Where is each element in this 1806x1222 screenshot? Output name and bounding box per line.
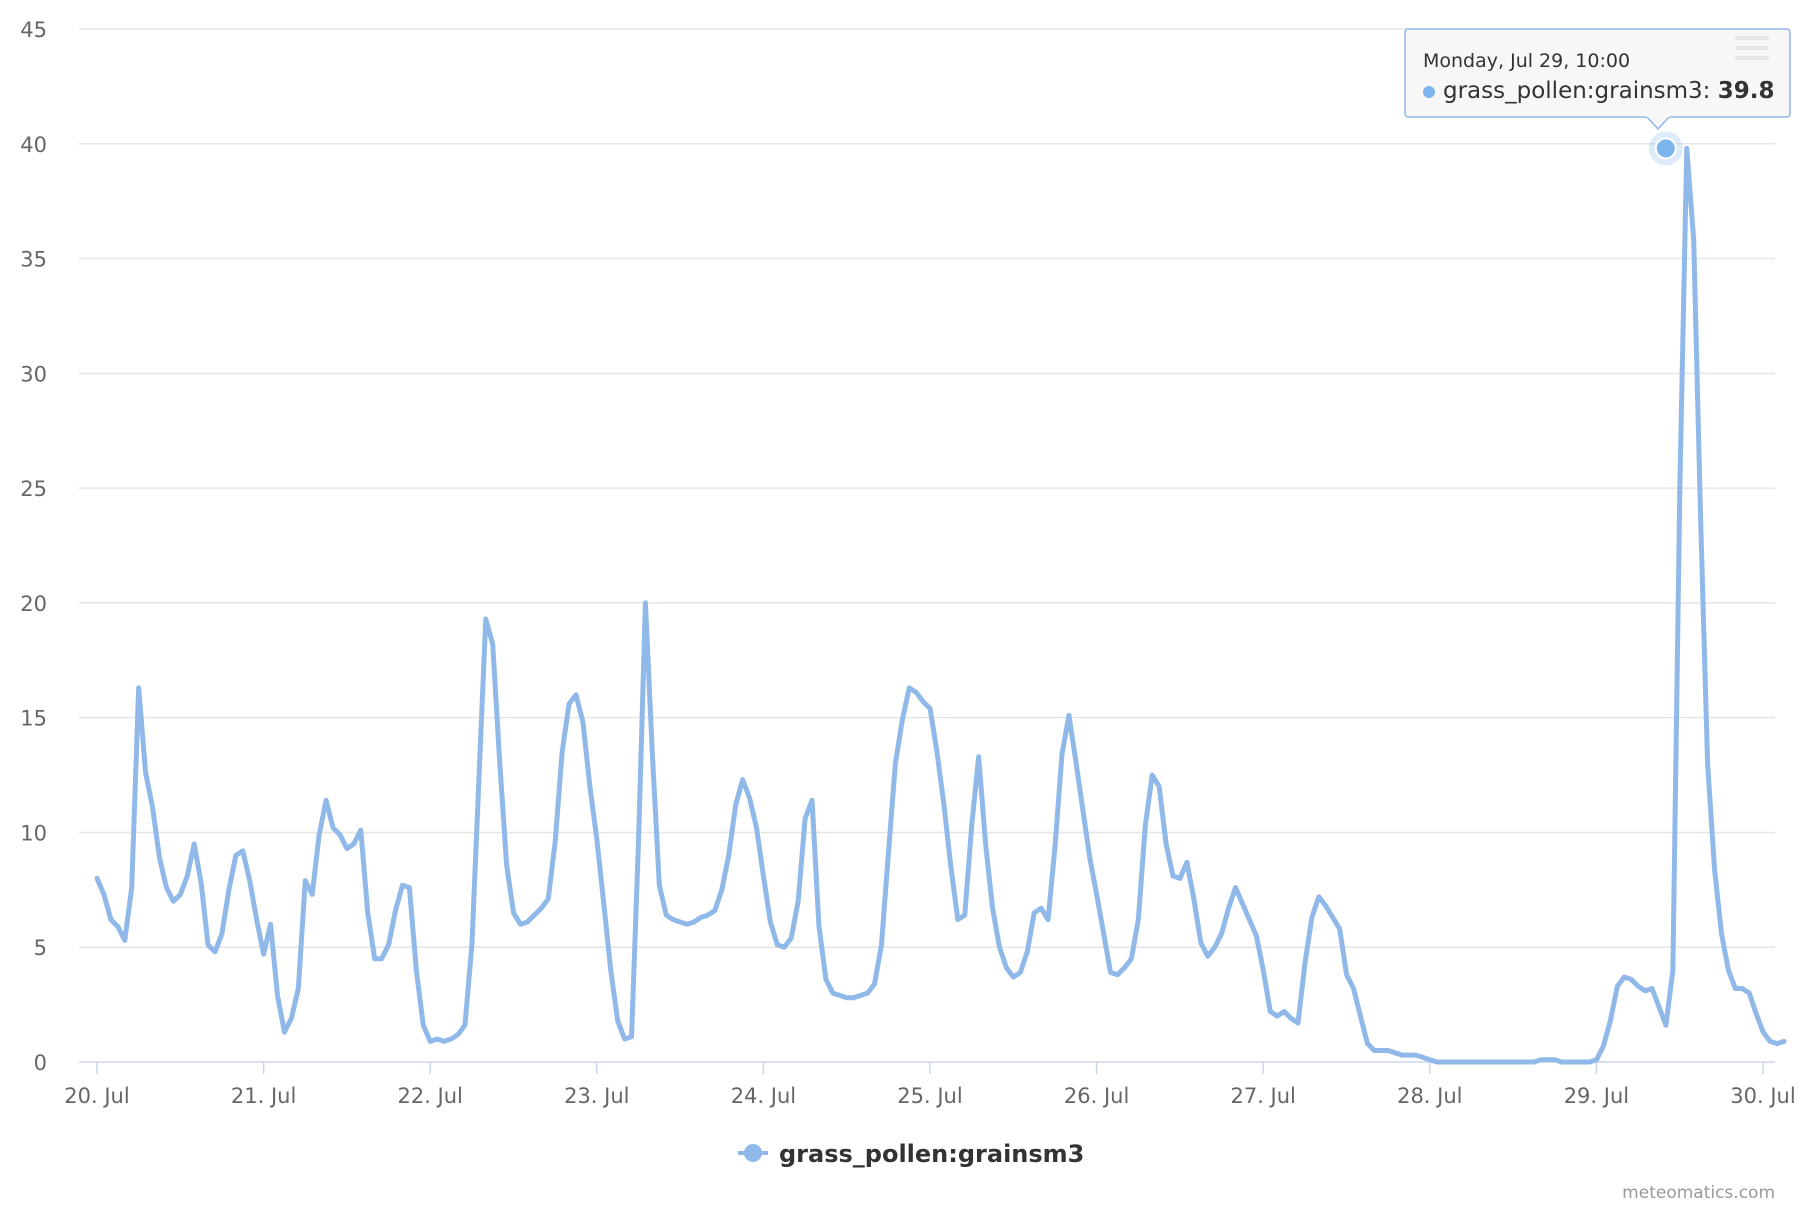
- y-tick-label: 20: [20, 592, 47, 616]
- legend-label: grass_pollen:grainsm3: [779, 1140, 1084, 1168]
- tooltip-value: 39.8: [1718, 78, 1775, 104]
- y-tick-label: 10: [20, 821, 47, 845]
- y-tick-label: 30: [20, 362, 47, 386]
- y-tick-label: 35: [20, 248, 47, 272]
- tooltip-series-dot: [1423, 86, 1435, 98]
- tooltip-pointer-cover: [1646, 114, 1670, 117]
- x-tick-label: 25. Jul: [897, 1084, 962, 1108]
- data-point-marker[interactable]: [1654, 137, 1677, 160]
- grid-lines: [79, 28, 1775, 948]
- hamburger-menu-icon[interactable]: [1730, 30, 1774, 64]
- x-tick-label: 24. Jul: [731, 1084, 796, 1108]
- y-tick-label: 5: [34, 936, 47, 960]
- y-tick-label: 45: [20, 18, 47, 42]
- tooltip: Monday, Jul 29, 10:00 grass_pollen:grain…: [1404, 28, 1791, 131]
- tooltip-series-line: grass_pollen:grainsm3: 39.8: [1443, 78, 1775, 104]
- y-tick-label: 25: [20, 477, 47, 501]
- legend-marker-icon: [744, 1144, 762, 1162]
- legend-item[interactable]: grass_pollen:grainsm3: [738, 1140, 1084, 1168]
- x-tick-label: 27. Jul: [1230, 1084, 1295, 1108]
- tooltip-date: Monday, Jul 29, 10:00: [1423, 50, 1630, 72]
- credit-link[interactable]: meteomatics.com: [1622, 1183, 1775, 1203]
- tooltip-series-label: grass_pollen:grainsm3:: [1443, 78, 1718, 104]
- x-tick-label: 23. Jul: [564, 1084, 629, 1108]
- x-tick-label: 21. Jul: [231, 1084, 296, 1108]
- hover-marker-layer: [1648, 131, 1683, 166]
- x-tick-label: 26. Jul: [1064, 1084, 1129, 1108]
- series-line[interactable]: [94, 145, 1787, 1065]
- x-tick-label: 20. Jul: [64, 1084, 129, 1108]
- y-tick-label: 40: [20, 133, 47, 157]
- series-layer: [94, 145, 1787, 1065]
- x-tick-label: 22. Jul: [397, 1084, 462, 1108]
- y-tick-label: 15: [20, 707, 47, 731]
- y-axis-labels: 0 5 10 15 20 25 30 35 40 45: [20, 18, 47, 1075]
- x-tick-label: 30. Jul: [1730, 1084, 1795, 1108]
- tooltip-pointer: [1645, 115, 1671, 131]
- x-axis: 20. Jul 21. Jul 22. Jul 23. Jul 24. Jul 25. J…: [64, 1061, 1796, 1108]
- y-tick-label: 0: [34, 1051, 47, 1075]
- x-tick-label: 29. Jul: [1564, 1084, 1629, 1108]
- x-tick-label: 28. Jul: [1397, 1084, 1462, 1108]
- tooltip-box: [1404, 28, 1791, 118]
